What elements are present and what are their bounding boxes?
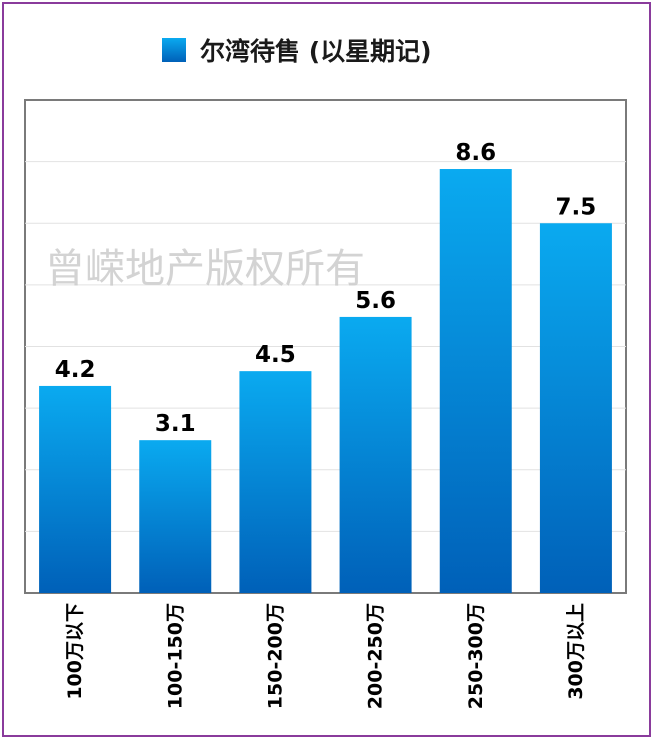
- category-labels: 100万以下 100-150万 150-200万 200-250万 250-300万 30…: [64, 603, 587, 709]
- value-labels: 4.2 3.1 4.5 5.6 8.6 7.5: [55, 140, 597, 437]
- value-label: 8.6: [455, 140, 496, 166]
- value-label: 5.6: [355, 288, 396, 314]
- category-label: 300万以上: [565, 603, 587, 700]
- category-label: 200-250万: [365, 603, 387, 709]
- value-label: 7.5: [556, 194, 597, 220]
- category-label: 250-300万: [465, 603, 487, 709]
- legend-swatch: [162, 38, 186, 62]
- legend-label: 尔湾待售 (以星期记): [200, 37, 432, 66]
- bars: [39, 169, 612, 593]
- gridlines: [25, 161, 626, 532]
- value-label: 4.5: [255, 342, 296, 368]
- category-label: 100-150万: [164, 603, 186, 709]
- value-label: 4.2: [55, 357, 96, 383]
- value-label: 3.1: [155, 411, 196, 437]
- watermark: 曾嵘地产版权所有: [45, 246, 365, 292]
- bar: [39, 385, 112, 593]
- category-label: 100万以下: [64, 603, 86, 700]
- bar: [239, 371, 312, 593]
- bar: [339, 316, 412, 593]
- bar: [439, 169, 512, 593]
- bar: [139, 440, 212, 593]
- bar: [539, 223, 612, 593]
- category-label: 150-200万: [264, 603, 286, 709]
- legend: 尔湾待售 (以星期记): [162, 37, 432, 66]
